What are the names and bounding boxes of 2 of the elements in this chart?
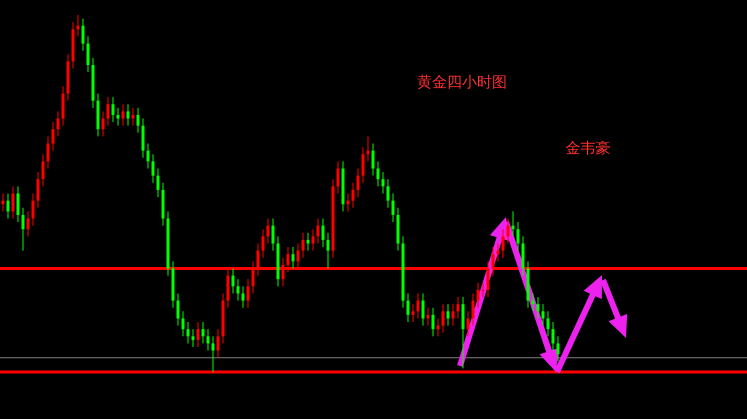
text: 黄金四小时图 [417, 73, 507, 91]
text: 金韦豪 [566, 139, 610, 157]
